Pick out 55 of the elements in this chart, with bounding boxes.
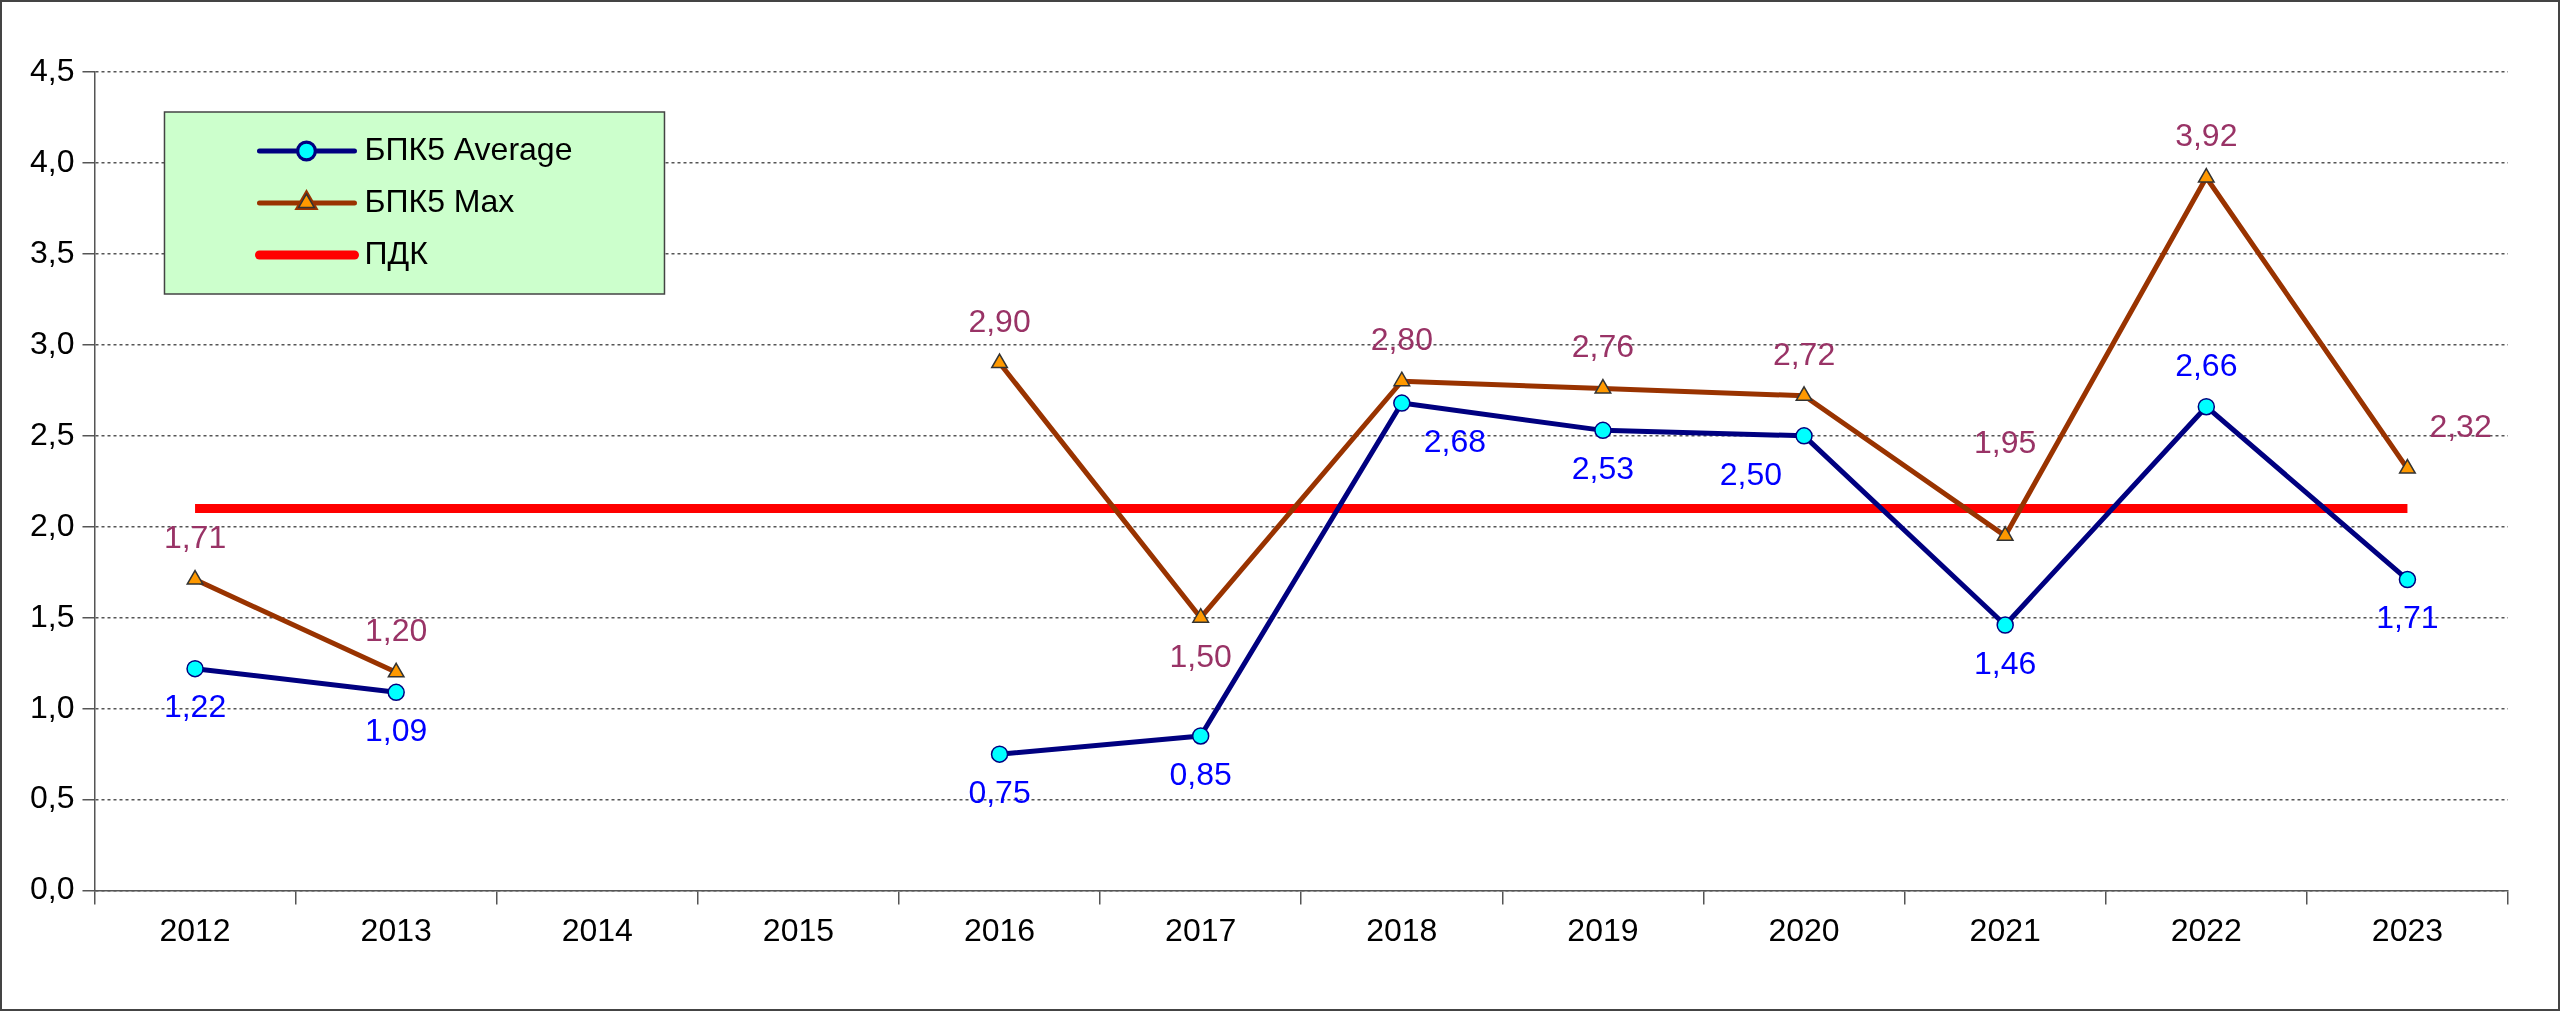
point [1191,727,1210,745]
data-label: 2,72 [1772,335,1836,372]
x-tick-label: 2012 [159,911,231,948]
y-tick-label: 3,0 [30,324,75,361]
data-label: 1,71 [2376,599,2439,636]
y-tick-label: 0,0 [30,870,75,907]
point [990,745,1009,763]
x-tick-label: 2014 [561,911,633,948]
y-tick-label: 4,0 [30,142,75,179]
y-tick-label: 2,5 [30,415,75,452]
point [387,683,405,702]
x-tick-label: 2023 [2371,911,2444,948]
y-tick-label: 1,0 [30,688,75,725]
data-label: 0,75 [968,773,1031,810]
x-tick-label: 2016 [963,911,1036,948]
x-tick-label: 2015 [762,911,835,948]
data-label: 2,53 [1571,450,1635,487]
data-label: 2,32 [2429,408,2492,445]
data-label: 2,66 [2175,346,2238,383]
y-tick-label: 3,5 [30,233,75,270]
data-label: 3,92 [2175,117,2238,154]
data-label: 1,09 [365,712,428,749]
point [1594,421,1612,440]
x-tick-label: 2021 [1969,911,2041,948]
data-label: 0,85 [1169,755,1232,792]
legend-label: ПДК [364,234,429,271]
x-tick-label: 2022 [2170,911,2242,948]
data-label: 1,22 [163,688,227,725]
data-label: 1,95 [1974,423,2037,460]
legend-label: БПК5 Average [364,130,573,167]
y-tick-label: 4,5 [30,51,75,88]
data-label: 2,68 [1423,422,1487,459]
data-label: 2,90 [968,302,1031,339]
point [2197,397,2216,416]
legend-label: БПК5 Max [364,182,515,219]
data-label: 1,46 [1974,644,2037,681]
point [1393,394,1411,412]
data-label: 2,50 [1719,455,1783,492]
point [1795,427,1813,445]
y-tick-label: 2,0 [30,506,75,543]
data-label: 1,71 [163,519,227,556]
x-tick-label: 2013 [360,911,432,948]
point [2398,570,2417,589]
data-label: 2,80 [1370,321,1433,358]
x-tick-label: 2019 [1567,911,1639,948]
x-tick-label: 2018 [1366,911,1438,948]
data-label: 1,50 [1169,637,1232,674]
point [186,659,204,678]
data-label: 2,76 [1571,328,1635,365]
x-tick-label: 2017 [1165,911,1237,948]
point [1996,616,2014,634]
data-label: 1,20 [365,612,428,649]
y-tick-label: 1,5 [30,597,75,634]
x-tick-label: 2020 [1768,911,1840,948]
y-tick-label: 0,5 [30,779,75,816]
